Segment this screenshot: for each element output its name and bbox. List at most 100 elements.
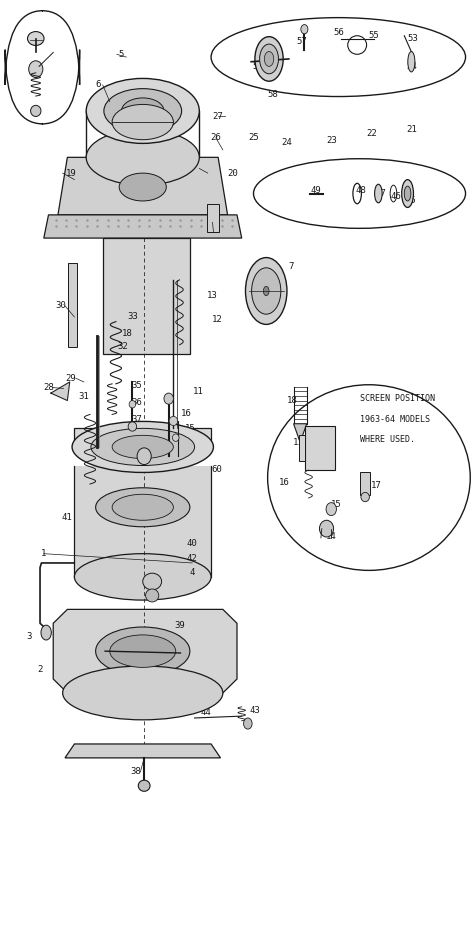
Text: 1963-64 MODELS: 1963-64 MODELS <box>359 414 429 424</box>
Text: 60: 60 <box>212 465 223 474</box>
Text: 3: 3 <box>26 632 31 641</box>
Text: 23: 23 <box>326 136 337 145</box>
Bar <box>74 466 211 577</box>
Text: 44: 44 <box>201 708 212 717</box>
Text: 8: 8 <box>263 298 268 306</box>
Text: WHERE USED.: WHERE USED. <box>359 435 415 444</box>
Text: 32: 32 <box>118 343 128 351</box>
Text: SCREEN POSITION: SCREEN POSITION <box>359 394 435 403</box>
Ellipse shape <box>143 573 162 590</box>
Ellipse shape <box>260 44 278 74</box>
Text: 51: 51 <box>36 92 47 101</box>
Ellipse shape <box>137 448 151 465</box>
Ellipse shape <box>146 589 159 602</box>
Ellipse shape <box>319 520 334 537</box>
Ellipse shape <box>104 88 182 133</box>
Text: 43: 43 <box>249 706 260 715</box>
Ellipse shape <box>112 104 173 140</box>
Text: 4: 4 <box>190 568 195 576</box>
Ellipse shape <box>401 180 413 208</box>
Text: 35: 35 <box>131 381 142 390</box>
Text: 14: 14 <box>188 440 199 450</box>
Bar <box>68 263 77 346</box>
Text: 56: 56 <box>333 29 344 37</box>
Text: 47: 47 <box>376 189 387 198</box>
Text: 17: 17 <box>137 429 148 439</box>
Ellipse shape <box>255 36 283 81</box>
Ellipse shape <box>164 393 173 404</box>
Ellipse shape <box>254 158 465 228</box>
Ellipse shape <box>63 666 223 720</box>
Ellipse shape <box>246 258 287 324</box>
Text: 42: 42 <box>187 554 198 563</box>
Ellipse shape <box>86 129 199 185</box>
Ellipse shape <box>264 287 269 296</box>
Text: 7: 7 <box>288 263 293 271</box>
Polygon shape <box>53 610 237 693</box>
Bar <box>74 428 211 447</box>
Ellipse shape <box>252 268 281 314</box>
Text: 31: 31 <box>79 392 89 401</box>
Text: 6: 6 <box>39 68 44 77</box>
Text: 28: 28 <box>43 383 54 392</box>
Ellipse shape <box>112 494 173 520</box>
Text: 14: 14 <box>326 532 337 541</box>
Text: 24: 24 <box>281 138 292 147</box>
Text: 59: 59 <box>253 61 264 71</box>
Ellipse shape <box>91 428 195 466</box>
Text: 17: 17 <box>371 481 382 491</box>
Text: 11: 11 <box>293 438 304 447</box>
Text: 22: 22 <box>366 128 377 138</box>
Text: 15: 15 <box>184 424 195 433</box>
Text: 55: 55 <box>368 32 379 40</box>
Text: 27: 27 <box>213 112 224 121</box>
Text: 25: 25 <box>248 133 259 142</box>
Text: 50: 50 <box>36 43 47 51</box>
Text: 18: 18 <box>122 330 133 338</box>
Text: 40: 40 <box>187 539 198 548</box>
Text: 16: 16 <box>181 409 191 418</box>
Ellipse shape <box>301 24 308 34</box>
Text: 6: 6 <box>95 80 100 89</box>
Ellipse shape <box>169 416 178 425</box>
Text: 13: 13 <box>207 291 218 300</box>
Text: 1: 1 <box>41 549 46 559</box>
Text: 54: 54 <box>406 61 417 71</box>
Text: 30: 30 <box>55 302 66 310</box>
Ellipse shape <box>264 51 274 66</box>
Ellipse shape <box>129 400 136 408</box>
Text: 2: 2 <box>37 666 43 674</box>
Text: 46: 46 <box>391 192 401 201</box>
Text: 37: 37 <box>131 414 142 424</box>
Ellipse shape <box>29 61 43 77</box>
Text: 52: 52 <box>36 110 47 119</box>
Text: 15: 15 <box>330 500 341 509</box>
Ellipse shape <box>86 78 199 143</box>
Text: 29: 29 <box>66 373 76 383</box>
Ellipse shape <box>27 32 44 46</box>
FancyBboxPatch shape <box>5 10 80 124</box>
Text: 9: 9 <box>210 218 215 227</box>
Text: 11: 11 <box>193 386 204 396</box>
Ellipse shape <box>374 184 382 203</box>
Text: 45: 45 <box>405 196 416 205</box>
Bar <box>299 435 305 461</box>
Ellipse shape <box>119 173 166 201</box>
Ellipse shape <box>41 625 51 640</box>
Bar <box>207 204 219 232</box>
Ellipse shape <box>96 627 190 675</box>
Text: 49: 49 <box>311 186 321 196</box>
Text: 16: 16 <box>279 478 290 487</box>
Ellipse shape <box>74 554 211 600</box>
Polygon shape <box>58 157 228 215</box>
Ellipse shape <box>404 186 411 201</box>
Bar <box>360 472 370 495</box>
Text: 57: 57 <box>297 37 308 46</box>
Ellipse shape <box>112 436 173 459</box>
Bar <box>103 238 190 354</box>
Text: 10: 10 <box>145 450 155 459</box>
Ellipse shape <box>268 385 470 571</box>
Ellipse shape <box>72 422 213 472</box>
Text: 26: 26 <box>210 133 221 142</box>
Text: 53: 53 <box>407 34 418 43</box>
